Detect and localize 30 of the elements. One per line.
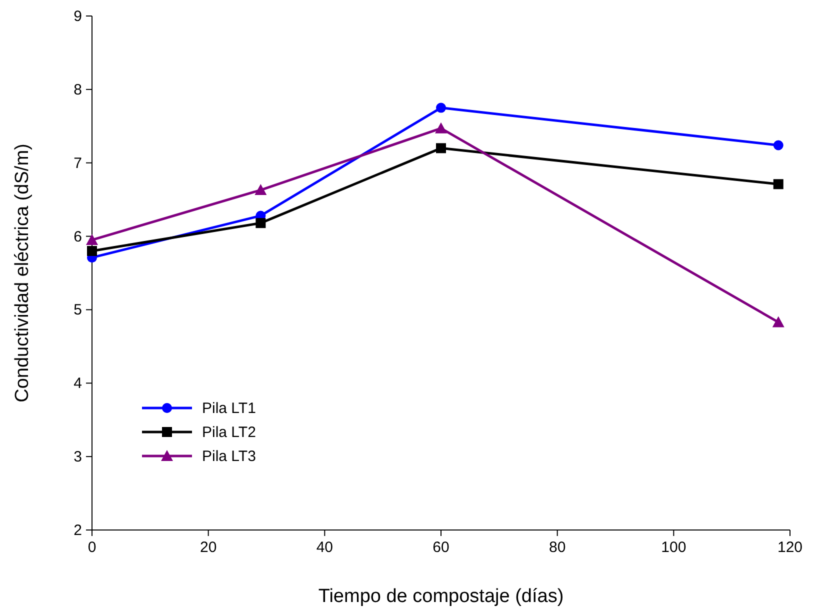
x-tick-label: 100 xyxy=(661,539,686,556)
point xyxy=(256,218,266,228)
y-tick-label: 8 xyxy=(74,81,82,98)
point xyxy=(772,316,784,328)
y-tick-label: 5 xyxy=(74,302,82,319)
point xyxy=(254,184,267,196)
y-tick-label: 3 xyxy=(74,448,82,466)
x-tick-label: 80 xyxy=(548,539,566,556)
y-tick-label: 2 xyxy=(74,522,82,539)
point xyxy=(773,179,784,190)
legend-label: Pila LT2 xyxy=(202,424,256,441)
y-tick-label: 4 xyxy=(74,375,82,392)
y-tick-label: 7 xyxy=(74,154,82,172)
point xyxy=(86,234,98,245)
legend-label: Pila LT3 xyxy=(202,448,256,465)
y-tick-label: 9 xyxy=(74,8,82,25)
x-tick-label: 60 xyxy=(432,539,450,556)
y-axis-title: Conductividad eléctrica (dS/m) xyxy=(12,144,33,402)
legend-label: Pila LT1 xyxy=(202,400,256,417)
x-tick-label: 20 xyxy=(200,539,217,556)
x-tick-label: 120 xyxy=(777,539,803,556)
point xyxy=(87,246,97,256)
point xyxy=(436,102,446,113)
x-axis-title: Tiempo de compostaje (días) xyxy=(318,586,564,607)
point xyxy=(436,143,446,154)
point xyxy=(435,122,447,134)
point xyxy=(773,140,784,150)
y-tick-label: 6 xyxy=(74,228,82,246)
x-tick-label: 0 xyxy=(88,539,96,556)
x-tick-label: 40 xyxy=(316,539,334,556)
